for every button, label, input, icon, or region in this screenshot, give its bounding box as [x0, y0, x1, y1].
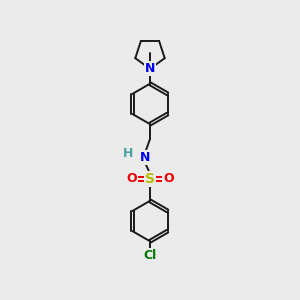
Text: O: O [126, 172, 137, 185]
Text: N: N [140, 151, 150, 164]
Text: Cl: Cl [143, 249, 157, 262]
Text: N: N [145, 62, 155, 75]
Text: O: O [163, 172, 174, 185]
Text: H: H [122, 147, 133, 161]
Text: S: S [145, 172, 155, 186]
